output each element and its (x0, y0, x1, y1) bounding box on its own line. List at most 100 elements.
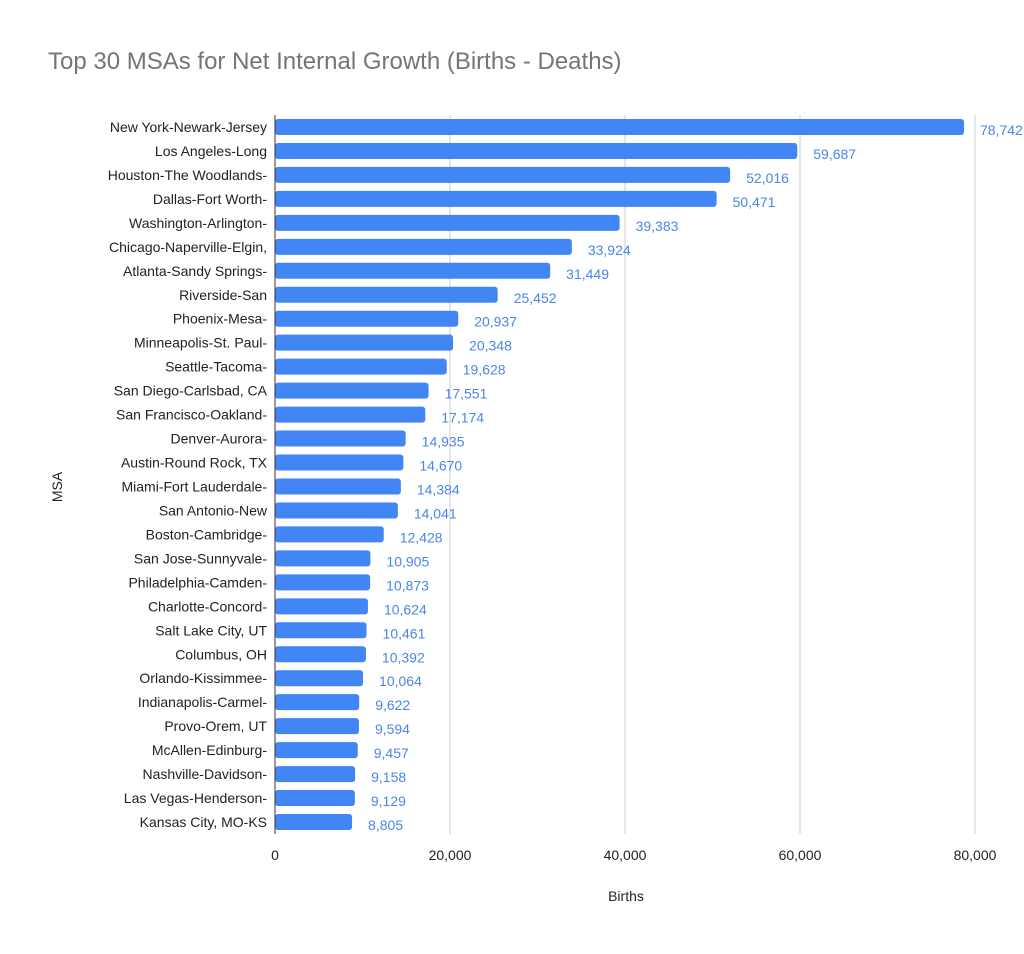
bar (275, 718, 359, 735)
data-label: 9,158 (371, 769, 406, 785)
data-label: 20,348 (469, 338, 512, 354)
bar (275, 166, 731, 183)
data-label: 10,461 (383, 625, 426, 641)
data-label: 10,624 (384, 601, 427, 617)
category-label: Minneapolis-St. Paul- (134, 335, 267, 351)
bar (275, 406, 426, 423)
data-label: 9,622 (375, 697, 410, 713)
data-label: 39,383 (636, 218, 679, 234)
category-label: Nashville-Davidson- (143, 766, 268, 782)
data-label: 31,449 (566, 266, 609, 282)
bar (275, 742, 358, 759)
bar (275, 526, 384, 543)
bar (275, 694, 360, 711)
data-label: 19,628 (463, 362, 506, 378)
category-label: Las Vegas-Henderson- (124, 790, 268, 806)
data-label: 10,873 (386, 577, 429, 593)
data-label: 14,670 (419, 458, 462, 474)
bar (275, 790, 355, 807)
bar (275, 334, 454, 351)
x-tick-labels: 0 20,000 40,000 60,000 80,000 (271, 847, 997, 863)
data-label: 10,905 (386, 553, 429, 569)
bar (275, 574, 371, 591)
data-label: 12,428 (400, 529, 443, 545)
data-label: 9,457 (374, 745, 409, 761)
bar (275, 382, 429, 399)
category-label: Atlanta-Sandy Springs- (123, 263, 267, 279)
category-label: Chicago-Naperville-Elgin, (109, 239, 267, 255)
chart-title: Top 30 MSAs for Net Internal Growth (Bir… (48, 48, 622, 75)
category-label: Charlotte-Concord- (148, 598, 267, 614)
bar (275, 454, 404, 471)
category-label: Houston-The Woodlands- (108, 167, 268, 183)
category-label: Dallas-Fort Worth- (153, 191, 267, 207)
category-label: Kansas City, MO-KS (140, 814, 267, 830)
category-label: Los Angeles-Long (155, 143, 267, 159)
gridlines (449, 115, 976, 834)
bar (275, 766, 356, 783)
data-labels: 78,742 59,687 52,016 50,471 39,383 33,924 31,4… (368, 122, 1023, 833)
bar (275, 646, 366, 663)
x-tick-label: 0 (271, 847, 279, 863)
category-label: Orlando-Kissimmee- (139, 670, 267, 686)
data-label: 25,452 (514, 290, 557, 306)
category-labels: New York-Newark-Jersey Los Angeles-Long Ho… (108, 119, 268, 830)
data-label: 20,937 (474, 314, 517, 330)
category-label: San Antonio-New (159, 502, 268, 518)
bar (275, 550, 371, 567)
category-label: Salt Lake City, UT (155, 622, 267, 638)
data-label: 10,064 (379, 673, 422, 689)
bar (275, 502, 398, 519)
data-label: 14,041 (414, 505, 457, 521)
x-axis-title: Births (608, 888, 644, 904)
category-label: Seattle-Tacoma- (165, 359, 267, 375)
data-label: 33,924 (588, 242, 631, 258)
category-label: Denver-Aurora- (171, 431, 268, 447)
bar (275, 238, 572, 255)
bars (275, 118, 964, 831)
x-tick-label: 20,000 (429, 847, 472, 863)
bar (275, 118, 964, 135)
bar (275, 262, 551, 279)
category-label: Washington-Arlington- (129, 215, 267, 231)
category-label: Miami-Fort Lauderdale- (122, 478, 268, 494)
bar (275, 214, 620, 231)
category-label: San Diego-Carlsbad, CA (114, 383, 268, 399)
data-label: 9,594 (375, 721, 410, 737)
bar (275, 814, 353, 831)
data-label: 14,384 (417, 481, 460, 497)
bar (275, 286, 498, 303)
category-label: Phoenix-Mesa- (173, 311, 267, 327)
data-label: 8,805 (368, 817, 403, 833)
data-label: 59,687 (813, 146, 856, 162)
data-label: 50,471 (733, 194, 776, 210)
category-label: Austin-Round Rock, TX (121, 455, 268, 471)
bar (275, 430, 406, 447)
bar (275, 310, 459, 327)
category-label: McAllen-Edinburg- (152, 742, 267, 758)
category-label: San Francisco-Oakland- (116, 407, 267, 423)
category-label: Boston-Cambridge- (146, 526, 268, 542)
data-label: 17,551 (445, 386, 488, 402)
bar (275, 598, 368, 615)
x-tick-label: 80,000 (954, 847, 997, 863)
category-label: New York-Newark-Jersey (110, 119, 267, 135)
data-label: 78,742 (980, 122, 1023, 138)
bar (275, 142, 798, 159)
bar (275, 478, 401, 495)
bar (275, 358, 447, 375)
category-label: Philadelphia-Camden- (128, 574, 267, 590)
data-label: 52,016 (746, 170, 789, 186)
bar (275, 622, 367, 639)
x-tick-label: 40,000 (604, 847, 647, 863)
data-label: 9,129 (371, 793, 406, 809)
category-label: San Jose-Sunnyvale- (134, 550, 267, 566)
category-label: Riverside-San (179, 287, 267, 303)
bar (275, 190, 717, 207)
category-label: Columbus, OH (175, 646, 267, 662)
category-label: Indianapolis-Carmel- (138, 694, 268, 710)
data-label: 10,392 (382, 649, 425, 665)
y-axis-title: MSA (49, 471, 65, 502)
x-tick-label: 60,000 (779, 847, 822, 863)
